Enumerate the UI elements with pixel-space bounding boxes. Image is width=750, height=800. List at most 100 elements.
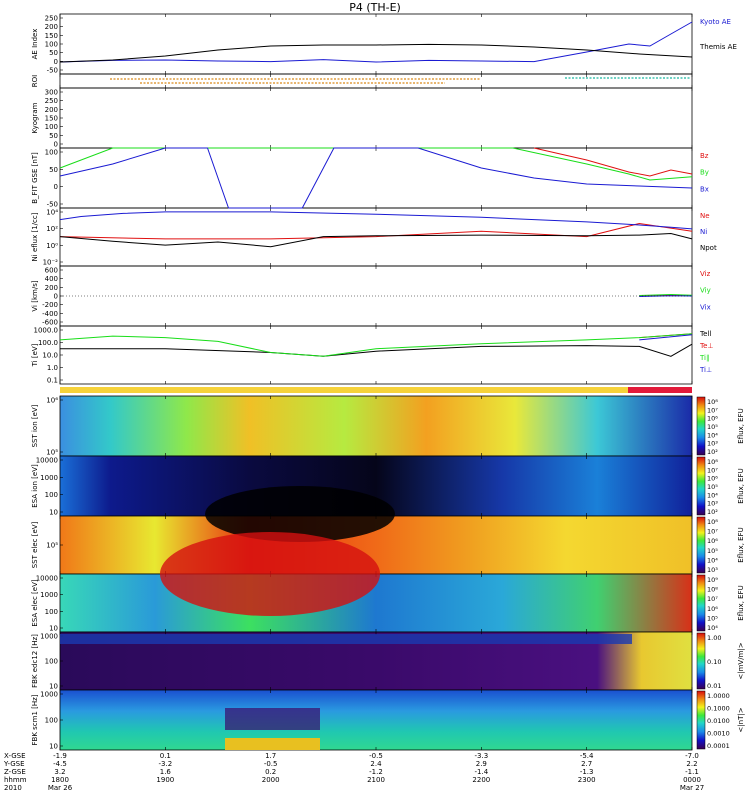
temperature-series-line (60, 343, 693, 357)
fbk_scm1-spectrogram (60, 690, 692, 750)
footer-value: -3.2 (158, 760, 172, 768)
y-tick-label: -400 (42, 310, 58, 318)
colorbar-label: Eflux, EFU (737, 408, 745, 443)
sst_elec-ylabel: SST elec [eV] (31, 521, 39, 568)
y-tick-label: 100 (45, 123, 58, 131)
ae-series-line (59, 43, 693, 63)
y-tick-label: 10000 (36, 575, 58, 583)
legend-entry: Vix (700, 303, 711, 311)
y-tick-label: 150 (45, 115, 58, 123)
colorbar-tick-label: 10⁶ (707, 415, 718, 423)
y-tick-label: 10⁻² (43, 259, 59, 267)
temperature-frame (59, 325, 693, 385)
bfield-ylabel: B_FIT GSE [nT] (31, 152, 39, 204)
colorbar-tick-label: 10⁷ (707, 595, 718, 603)
y-tick-label: 250 (45, 15, 58, 23)
temperature-series-line (59, 333, 693, 357)
footer-row-label: X-GSE (4, 752, 26, 760)
footer-value: 2.2 (686, 760, 697, 768)
colorbar-tick-label: 10² (707, 508, 718, 516)
colorbar-tick-label: 10⁶ (707, 605, 718, 613)
scm-dark-band (225, 708, 320, 730)
legend-entry: Viz (700, 270, 711, 278)
y-tick-label: 0 (54, 293, 58, 301)
y-tick-label: 600 (45, 267, 58, 275)
y-tick-label: 200 (45, 284, 58, 292)
footer-value: 1.6 (160, 768, 172, 776)
colorbar-tick-label: 10⁶ (707, 537, 718, 545)
density-ylabel: Ni eflux [1/cc] (31, 212, 39, 261)
density-series-line (59, 211, 693, 230)
y-tick-label: 0.1 (47, 377, 58, 385)
footer-value: 2.7 (581, 760, 592, 768)
y-tick-label: 100 (45, 149, 58, 157)
y-tick-label: 10 (49, 625, 58, 633)
y-tick-label: -600 (42, 319, 58, 327)
colorbar-tick-label: 0.0001 (707, 742, 730, 750)
footer-value: -7.0 (685, 752, 699, 760)
edc-blue-band (60, 634, 632, 644)
colorbar-tick-label: 10⁵ (707, 547, 718, 555)
burst-bar (628, 387, 692, 393)
legend-entry: Bx (700, 185, 709, 193)
line-panels: AE Index250200150100500-50ROIKyogram3002… (31, 13, 737, 393)
colorbar-tick-label: 0.0010 (707, 730, 730, 738)
y-tick-label: 0 (54, 58, 58, 66)
y-tick-label: 100 (45, 491, 58, 499)
y-tick-label: 150 (45, 32, 58, 40)
colorbar-label: <|nT|> (737, 707, 745, 732)
spectrogram-panels: SST ion [eV]10⁶10⁵10⁸10⁷10⁶10⁵10⁴10³10²E… (31, 395, 745, 751)
colorbar-tick-label: 10⁵ (707, 614, 718, 622)
y-tick-label: 200 (45, 23, 58, 31)
sst_ion-spectrogram (60, 396, 692, 456)
y-tick-label: 100 (45, 608, 58, 616)
y-tick-label: 10⁵ (46, 542, 58, 550)
y-tick-label: 100.0 (38, 339, 58, 347)
footer-value: -1.3 (580, 768, 594, 776)
y-tick-label: 10.0 (42, 352, 58, 360)
temperature-ylabel: Ti [eV] (31, 343, 39, 367)
colorbar-label: Eflux, EFU (737, 527, 745, 562)
y-tick-label: 10⁴ (46, 209, 58, 217)
x-axis-footer: X-GSEY-GSEZ-GSEhhmm2010-1.9-4.53.21800Ma… (3, 752, 704, 792)
y-tick-label: 1.0 (47, 364, 58, 372)
kyoto_dst-frame (59, 87, 693, 149)
colorbar-tick-label: 10⁸ (707, 586, 718, 594)
colorbar-tick-label: 0.0100 (707, 717, 730, 725)
footer-value: 0000 (683, 776, 701, 784)
fbk_edc12-ylabel: FBK edc12 [Hz] (31, 634, 39, 688)
footer-value: -1.4 (474, 768, 488, 776)
sst_ion-ylabel: SST ion [eV] (31, 404, 39, 447)
ae-ylabel: AE Index (31, 29, 39, 60)
fbk_scm1-ylabel: FBK scm1 [Hz] (31, 694, 39, 745)
ae-series-line (59, 21, 693, 63)
colorbar-tick-label: 10² (707, 448, 718, 456)
colorbar-tick-label: 10⁵ (707, 423, 718, 431)
bfield-series-line (533, 147, 693, 177)
y-tick-label: 0 (54, 141, 58, 149)
footer-value: -0.5 (369, 752, 383, 760)
footer-value: -3.3 (474, 752, 488, 760)
legend-entry: Viy (700, 287, 711, 295)
colorbar-tick-label: 10³ (707, 440, 718, 448)
colorbar-tick-label: 10⁸ (707, 398, 718, 406)
legend-entry: Ti⊥ (699, 366, 712, 374)
fbk_edc12-colorbar (696, 632, 706, 690)
colorbar-label: <|mV/m|> (737, 642, 745, 679)
footer-value: 2.4 (370, 760, 382, 768)
colorbar-tick-label: 1.00 (707, 634, 721, 642)
bfield-series-line (59, 147, 693, 209)
sst_elec-colorbar (696, 516, 706, 574)
y-tick-label: 10000 (36, 457, 58, 465)
footer-value: -1.2 (369, 768, 383, 776)
plasma-sheet-dark-region (205, 486, 395, 542)
footer-value: 1800 (51, 776, 69, 784)
y-tick-label: 1000 (40, 633, 58, 641)
y-tick-label: 10² (46, 225, 58, 233)
esa_elec-colorbar (696, 574, 706, 632)
y-tick-label: 50 (49, 132, 58, 140)
y-tick-label: 1000.0 (34, 327, 59, 335)
y-tick-label: 10 (49, 683, 58, 691)
colorbar-tick-label: 10⁸ (707, 518, 718, 526)
esa_elec-ylabel: ESA elec [eV] (31, 579, 39, 626)
